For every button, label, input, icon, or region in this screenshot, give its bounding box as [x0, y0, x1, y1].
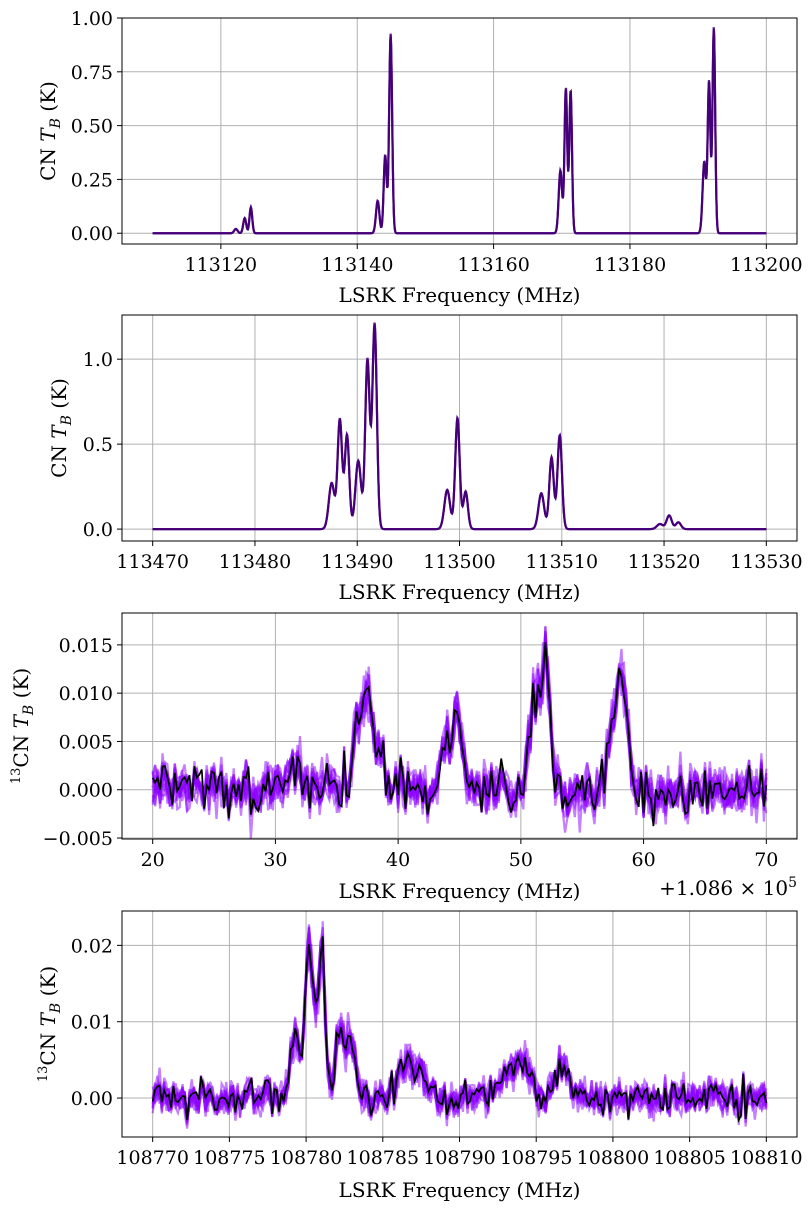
y-tick-label: 0.015: [59, 635, 113, 657]
observed-spectrum-line: [151, 936, 768, 1123]
y-axis-label-b: B: [48, 118, 64, 129]
y-axis-label-species: CN: [36, 142, 60, 181]
y-tick-label: 0.02: [71, 935, 113, 957]
series-layer: [151, 921, 768, 1129]
y-tick-label: 0.010: [59, 683, 113, 705]
observed-spectrum-line: [151, 642, 768, 827]
x-tick-label: 108800: [577, 1147, 650, 1169]
model-spectrum-line: [152, 30, 767, 235]
x-tick-label: 108775: [193, 1147, 266, 1169]
y-tick-label: 0.00: [71, 1088, 113, 1110]
plot-frame: [121, 612, 798, 840]
axis-ticks: 20 30 40 50 60 70 −0.005 0.000 0.005 0.010 0.015: [43, 635, 779, 871]
x-tick-label: 108795: [500, 1147, 573, 1169]
y-axis-label-unit: (K): [36, 81, 60, 118]
axis-ticks: 113120 113140 113160 113180 113200 0.00 0.25 0.…: [71, 8, 803, 276]
x-tick-label: 50: [509, 849, 533, 871]
x-tick-label: 70: [754, 849, 778, 871]
x-axis-label: LSRK Frequency (MHz): [339, 879, 581, 903]
offset-text-mantissa: +1.086 × 10: [659, 876, 788, 900]
x-tick-label: 108770: [116, 1147, 189, 1169]
y-tick-label: 0.5: [83, 434, 113, 456]
y-axis-label-b: B: [21, 705, 37, 716]
x-tick-label: 108805: [653, 1147, 726, 1169]
panel-cn-spectrum-1: 113120 113140 113160 113180 113200 0.00 0.25 0.…: [36, 8, 803, 307]
x-tick-label: 113480: [219, 551, 292, 573]
x-tick-label: 108780: [270, 1147, 343, 1169]
y-axis-label: 13CN TB (K): [36, 966, 64, 1082]
x-axis-offset-text: +1.086 × 105: [659, 875, 797, 900]
x-tick-label: 113520: [628, 551, 701, 573]
series-layer: [152, 27, 767, 235]
x-tick-label: 113510: [526, 551, 599, 573]
model-spectrum-line: [152, 322, 767, 531]
y-axis-label-species: CN: [47, 439, 71, 478]
y-axis-label-unit: (K): [47, 378, 71, 415]
y-axis-label-species: CN: [9, 728, 33, 767]
x-tick-label: 60: [631, 849, 655, 871]
x-tick-label: 20: [141, 849, 165, 871]
y-axis-label: CN TB (K): [47, 378, 75, 478]
x-axis-label: LSRK Frequency (MHz): [339, 1178, 581, 1202]
x-tick-label: 113470: [116, 551, 189, 573]
y-axis-label-isotope: 13: [36, 1066, 51, 1083]
x-tick-label: 40: [386, 849, 410, 871]
y-tick-label: 0.00: [71, 223, 113, 245]
y-axis-label: CN TB (K): [36, 81, 64, 181]
grid-lines: [122, 17, 797, 244]
x-tick-label: 113180: [594, 254, 667, 276]
offset-text-exponent: 5: [788, 875, 797, 891]
x-axis-label: LSRK Frequency (MHz): [339, 580, 581, 604]
model-spectrum-line: [152, 27, 767, 235]
y-axis-label-t: T: [36, 1011, 60, 1026]
y-tick-label: −0.005: [43, 828, 113, 850]
y-tick-label: 1.00: [71, 8, 113, 30]
y-tick-label: 0.000: [59, 780, 113, 802]
y-tick-label: 0.75: [71, 62, 113, 84]
axis-ticks: 108770 108775 108780 108785 108790 108795 1088…: [71, 935, 803, 1169]
plot-frame: [121, 17, 798, 245]
x-tick-label: 113500: [423, 551, 496, 573]
x-tick-label: 108790: [423, 1147, 496, 1169]
y-axis-label-b: B: [48, 1003, 64, 1014]
y-tick-label: 1.0: [83, 349, 113, 371]
model-spectrum-line: [152, 28, 767, 235]
y-tick-label: 0.50: [71, 116, 113, 138]
x-tick-label: 113490: [321, 551, 394, 573]
y-axis-label-isotope: 13: [9, 768, 24, 785]
panel-cn-spectrum-2: 113470 113480 113490 113500 113510 113520 1135…: [47, 314, 803, 604]
y-tick-label: 0.25: [71, 169, 113, 191]
x-tick-label: 113140: [321, 254, 394, 276]
panel-13cn-spectrum-1: 20 30 40 50 60 70 −0.005 0.000 0.005 0.010 0.015 L…: [9, 612, 798, 903]
axis-ticks: 113470 113480 113490 113500 113510 113520 1135…: [83, 349, 803, 573]
x-axis-label: LSRK Frequency (MHz): [339, 283, 581, 307]
posterior-sample-line: [151, 641, 768, 822]
y-axis-label-t: T: [36, 127, 60, 142]
y-axis-label-unit: (K): [9, 668, 33, 705]
series-layer: [152, 322, 767, 531]
y-axis-label-species: CN: [36, 1026, 60, 1065]
y-axis-label-unit: (K): [36, 966, 60, 1003]
y-tick-label: 0.005: [59, 731, 113, 753]
x-tick-label: 113530: [730, 551, 803, 573]
y-axis-label-b: B: [59, 415, 75, 426]
x-tick-label: 108785: [347, 1147, 420, 1169]
y-axis-label-t: T: [47, 424, 71, 439]
x-tick-label: 30: [263, 849, 287, 871]
x-tick-label: 113200: [730, 254, 803, 276]
y-tick-label: 0.01: [71, 1012, 113, 1034]
y-axis-label-t: T: [9, 713, 33, 728]
y-tick-label: 0.0: [83, 519, 113, 541]
y-axis-label: 13CN TB (K): [9, 668, 37, 784]
panel-13cn-spectrum-2: 108770 108775 108780 108785 108790 108795 1088…: [36, 910, 803, 1202]
x-tick-label: 113120: [185, 254, 258, 276]
x-tick-label: 108810: [730, 1147, 803, 1169]
x-tick-label: 113160: [457, 254, 530, 276]
series-layer: [151, 626, 768, 839]
